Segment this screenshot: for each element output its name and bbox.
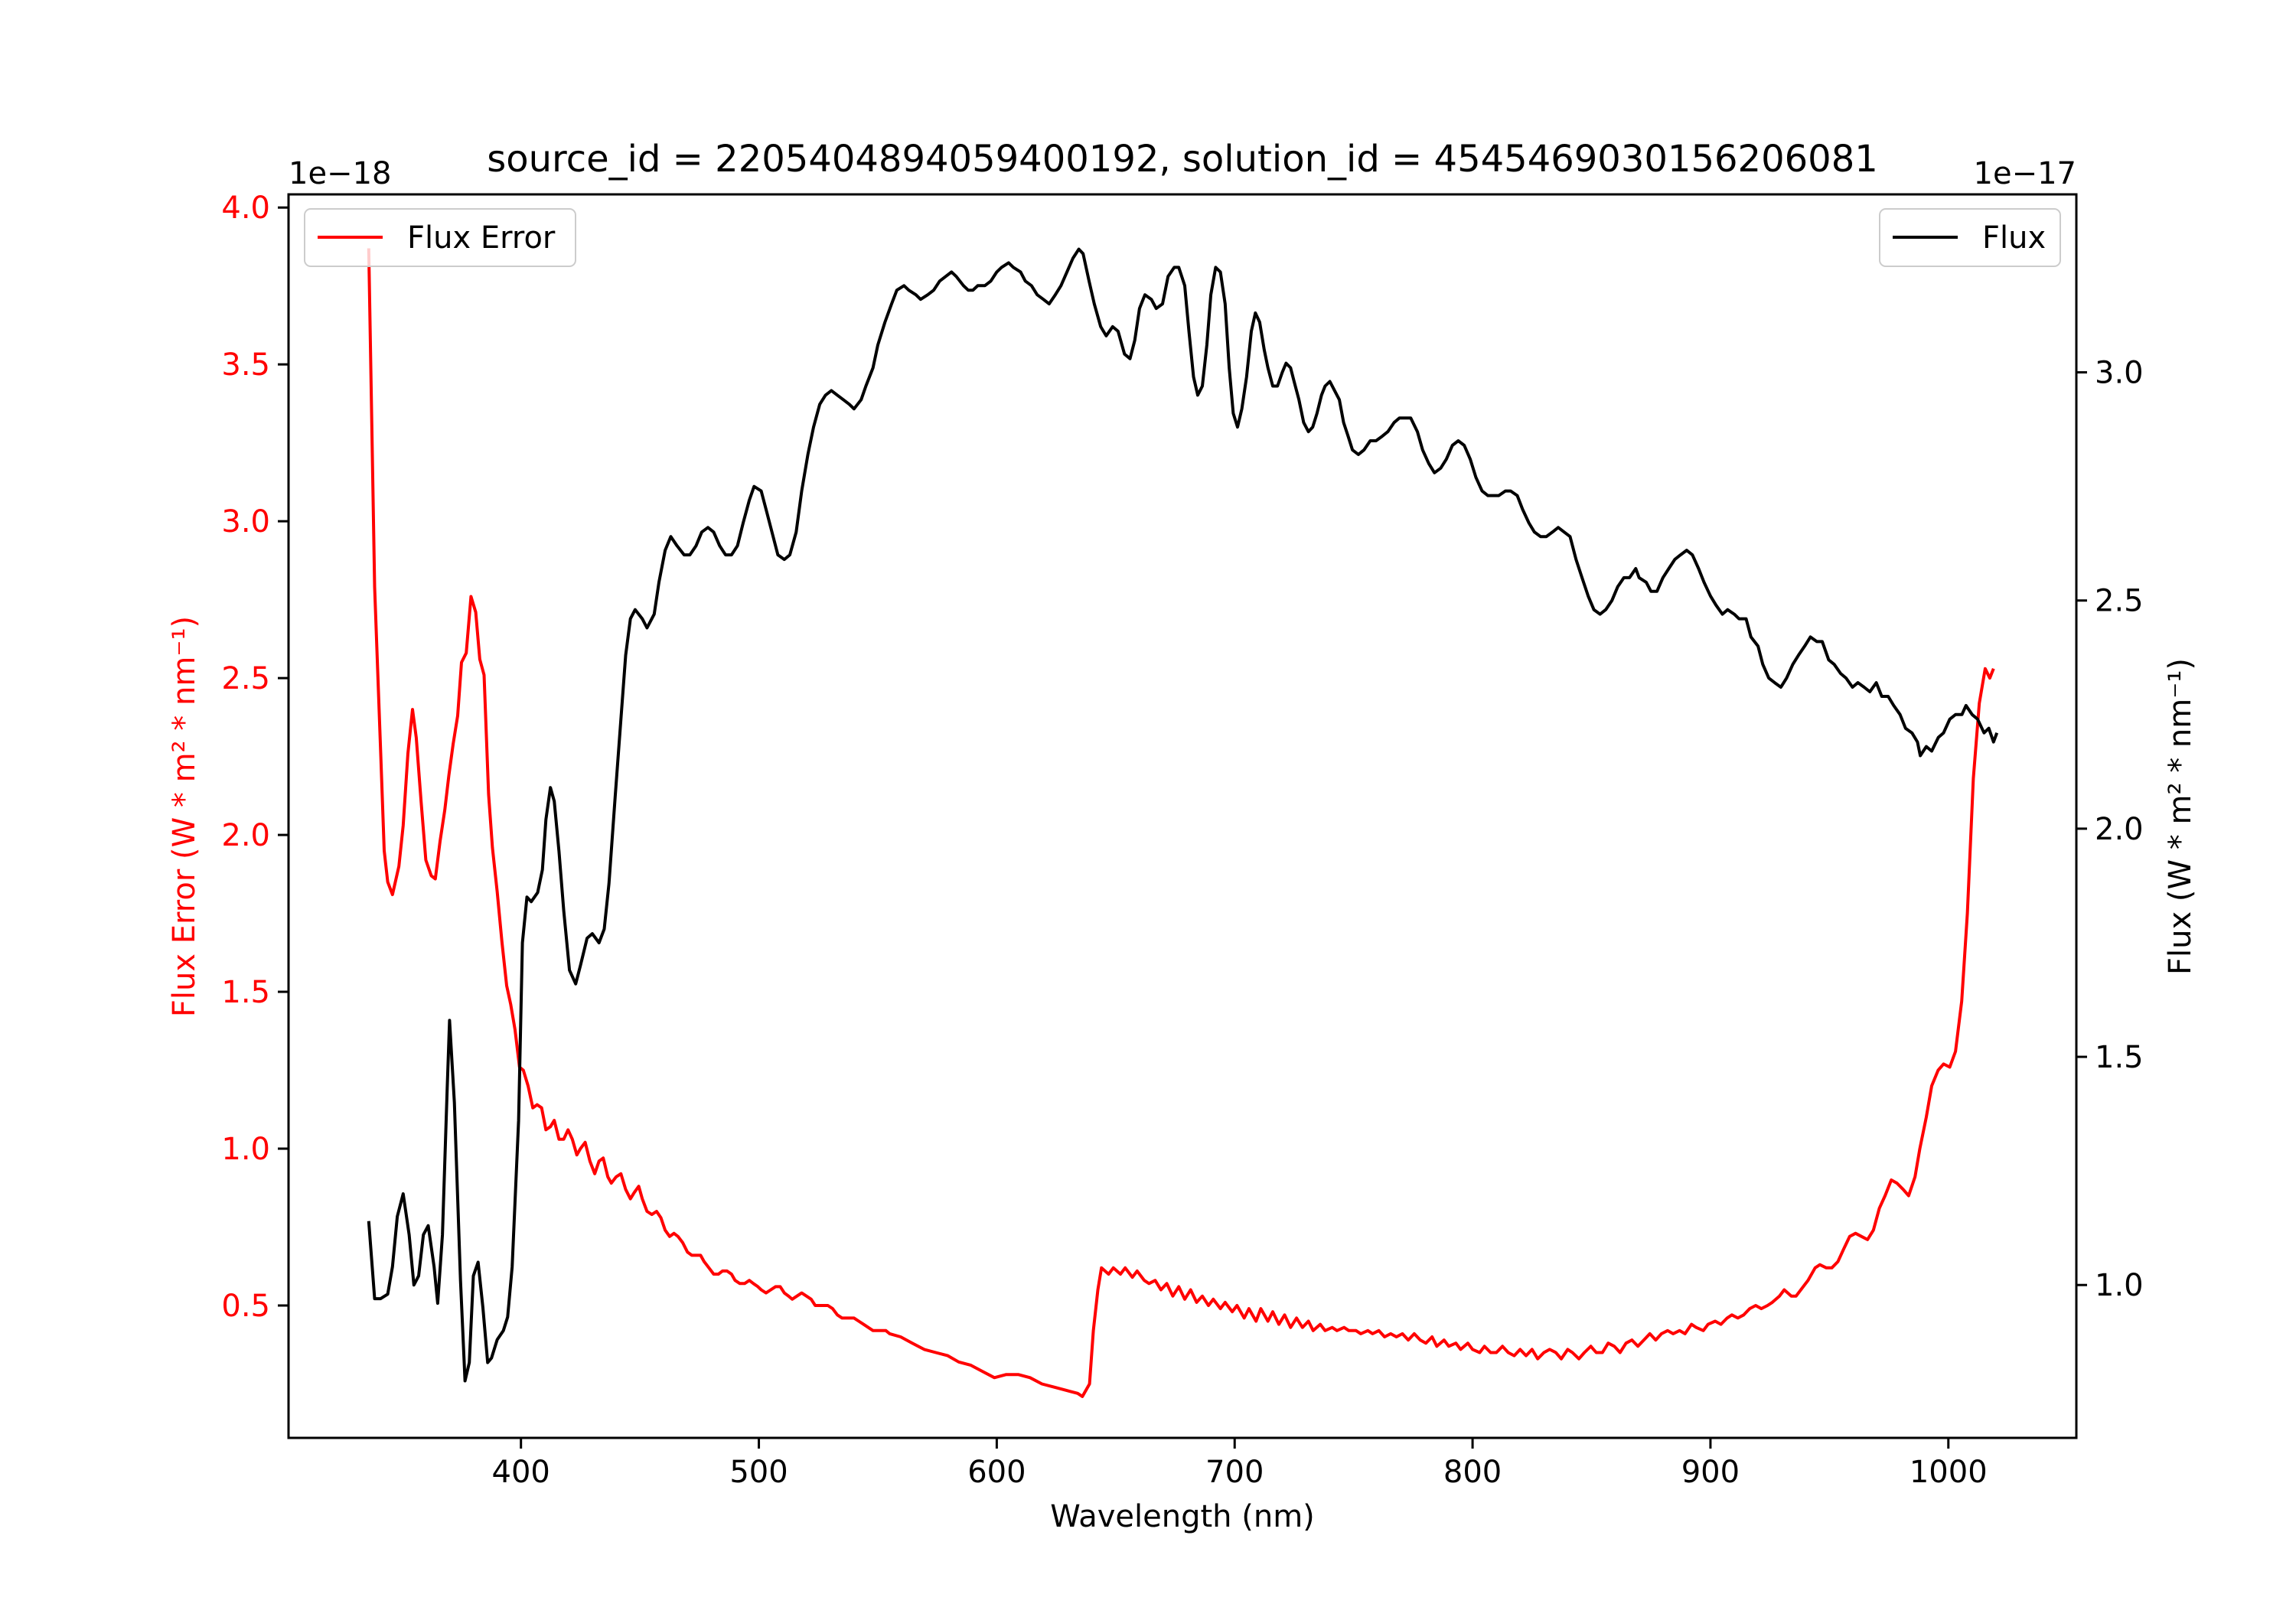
x-tick-label: 800	[1443, 1455, 1502, 1490]
x-tick-label: 400	[492, 1455, 550, 1490]
right-y-tick-label: 1.5	[2095, 1040, 2144, 1075]
chart-title: source_id = 2205404894059400192, solutio…	[487, 138, 1878, 181]
x-tick-label: 600	[967, 1455, 1026, 1490]
x-tick-label: 700	[1205, 1455, 1264, 1490]
left-y-tick-label: 2.0	[221, 818, 270, 853]
right-offset-label: 1e−17	[1974, 156, 2076, 191]
plot-frame	[287, 193, 2078, 1439]
right-y-axis-label: Flux (W * m² * nm⁻¹)	[2163, 658, 2198, 975]
flux-error-line	[367, 248, 1995, 1398]
x-tick-label: 900	[1681, 1455, 1740, 1490]
legend-flux: Flux	[1879, 208, 2061, 267]
left-y-tick-label: 3.0	[221, 504, 270, 539]
right-y-tick-label: 1.0	[2095, 1268, 2144, 1303]
legend-flux-error: Flux Error	[304, 208, 576, 267]
x-axis-label: Wavelength (nm)	[1050, 1499, 1315, 1534]
left-y-tick-label: 2.5	[221, 661, 270, 696]
left-y-tick-label: 4.0	[221, 191, 270, 226]
flux-line	[367, 247, 1999, 1383]
left-y-axis-label: Flux Error (W * m² * nm⁻¹)	[167, 616, 202, 1017]
left-y-tick-label: 0.5	[221, 1289, 270, 1324]
right-y-tick-label: 2.0	[2095, 812, 2144, 847]
right-y-tick-label: 3.0	[2095, 356, 2144, 391]
left-offset-label: 1e−18	[289, 156, 391, 191]
right-y-tick-label: 2.5	[2095, 584, 2144, 619]
left-y-tick-label: 1.0	[221, 1132, 270, 1167]
x-tick-label: 1000	[1910, 1455, 1988, 1490]
left-y-tick-label: 1.5	[221, 975, 270, 1010]
left-y-tick-label: 3.5	[221, 347, 270, 383]
legend-flux-error-label: Flux Error	[407, 220, 556, 256]
x-tick-label: 500	[729, 1455, 788, 1490]
legend-flux-label: Flux	[1982, 220, 2046, 256]
